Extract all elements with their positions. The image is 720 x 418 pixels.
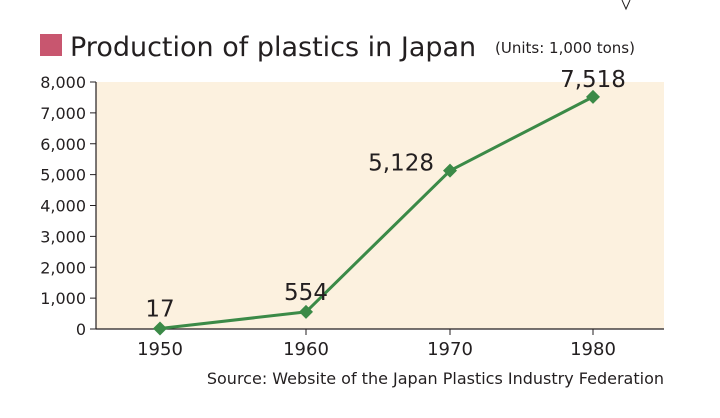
axes: 0 1,000 2,000 3,000 4,000 5,000 6,000 7,000 8,00… — [40, 73, 664, 360]
y-tick-label: 8,000 — [40, 73, 86, 92]
title-square-marker — [40, 34, 62, 56]
data-point-marker — [586, 89, 600, 104]
y-tick-label: 5,000 — [40, 166, 86, 185]
chart-marks: 17 554 5,128 7,518 — [145, 67, 626, 336]
x-tick-label: 1960 — [283, 339, 329, 360]
chart-units: (Units: 1,000 tons) — [495, 39, 635, 57]
y-tick-label: 4,000 — [40, 197, 86, 216]
y-tick-label: 2,000 — [40, 258, 86, 277]
data-point-marker — [299, 304, 313, 319]
plot-area — [96, 82, 664, 329]
y-tick-label: 7,000 — [40, 104, 86, 123]
y-tick-label: 3,000 — [40, 227, 86, 246]
source-note: Source: Website of the Japan Plastics In… — [207, 369, 664, 388]
data-label: 554 — [284, 280, 328, 306]
x-tick-label: 1950 — [137, 339, 183, 360]
data-label: 17 — [145, 296, 174, 322]
data-label: 5,128 — [368, 151, 434, 177]
series-line — [159, 95, 594, 330]
chart-title: Production of plastics in Japan — [70, 32, 476, 63]
y-tick-label: 1,000 — [40, 289, 86, 308]
y-tick-label: 0 — [76, 320, 86, 339]
x-tick-label: 1970 — [427, 339, 473, 360]
y-tick-label: 6,000 — [40, 135, 86, 154]
data-point-marker — [153, 321, 167, 336]
corner-mark — [621, 0, 631, 11]
data-label: 7,518 — [560, 67, 626, 93]
x-tick-label: 1980 — [570, 339, 616, 360]
data-point-marker — [443, 163, 457, 178]
